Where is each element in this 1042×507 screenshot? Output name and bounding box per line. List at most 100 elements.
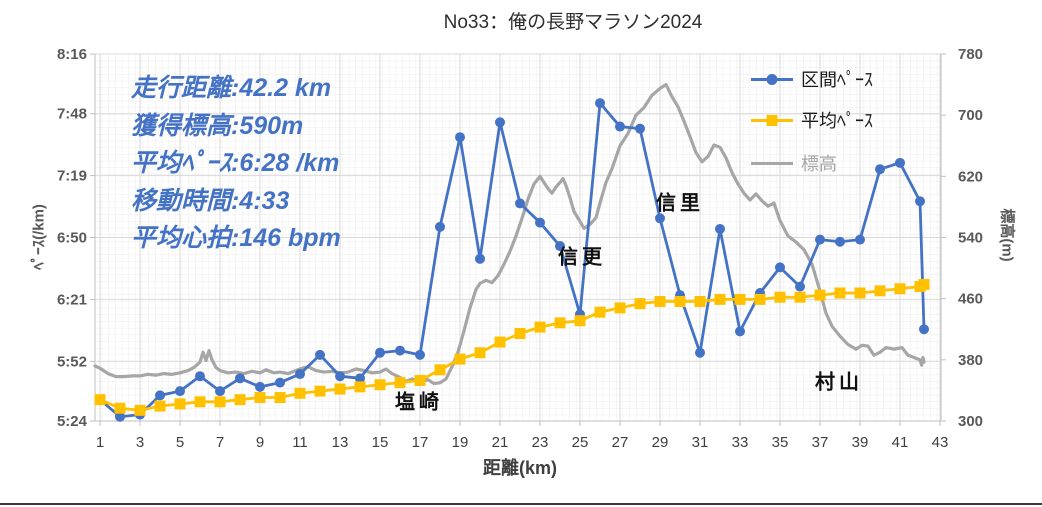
- marker-average-pace: [674, 296, 686, 308]
- marker-section-pace: [735, 326, 745, 337]
- marker-section-pace: [795, 281, 805, 292]
- y-right-tick-label: 300: [958, 413, 983, 430]
- marker-section-pace: [695, 347, 705, 358]
- y-right-tick-label: 780: [958, 46, 983, 63]
- marker-average-pace: [534, 321, 546, 333]
- marker-section-pace: [835, 236, 845, 247]
- marker-average-pace: [234, 394, 246, 406]
- x-tick-label: 5: [176, 434, 184, 451]
- marker-section-pace: [655, 213, 665, 224]
- x-tick-label: 21: [492, 434, 509, 451]
- legend-item-elevation: 標高: [751, 150, 837, 176]
- series-line-elevation: [93, 82, 926, 386]
- marker-average-pace: [474, 347, 486, 359]
- marker-section-pace: [595, 98, 605, 109]
- marker-section-pace: [215, 386, 225, 397]
- marker-section-pace: [919, 324, 929, 335]
- x-tick-label: 11: [292, 434, 308, 451]
- x-tick-label: 43: [932, 434, 949, 451]
- marker-section-pace: [115, 411, 125, 422]
- x-tick-label: 23: [532, 434, 549, 451]
- x-tick-label: 15: [372, 434, 389, 451]
- x-tick-label: 9: [256, 434, 264, 451]
- window-bottom-edge: [0, 503, 1042, 505]
- marker-average-pace: [514, 328, 526, 340]
- x-tick-label: 41: [892, 434, 909, 451]
- marker-section-pace: [195, 371, 205, 382]
- marker-section-pace: [915, 196, 925, 207]
- station-label: 信里: [656, 192, 704, 215]
- chart-title: No33：俺の長野マラソン2024: [443, 12, 703, 33]
- marker-average-pace: [494, 336, 506, 348]
- y-left-tick-label: 7:19: [57, 168, 87, 185]
- x-axis-title-distance: 距離(km): [482, 458, 558, 478]
- y-axis-title-pace: ﾍﾟｰｽ(/km): [30, 204, 48, 270]
- marker-section-pace: [435, 221, 445, 232]
- marker-average-pace: [294, 387, 306, 399]
- marker-average-pace: [874, 285, 886, 297]
- marker-average-pace: [374, 379, 386, 391]
- marker-average-pace: [814, 289, 826, 301]
- marker-average-pace: [574, 315, 586, 327]
- y-axis-title-elevation: 標高(m): [998, 208, 1016, 262]
- major-gridlines: [95, 53, 941, 422]
- x-tick-label: 19: [452, 434, 469, 451]
- marker-section-pace: [895, 157, 905, 168]
- station-label: 信更: [558, 246, 606, 269]
- marker-average-pace: [654, 296, 666, 308]
- marker-average-pace: [134, 404, 146, 416]
- marker-section-pace: [855, 234, 865, 245]
- y-left-tick-label: 5:52: [57, 353, 87, 370]
- marker-section-pace: [615, 121, 625, 132]
- stat-avg-hr: 平均心拍:146 bpm: [131, 224, 341, 253]
- marker-section-pace: [375, 347, 385, 358]
- x-tick-label: 3: [136, 434, 144, 451]
- x-tick-label: 1: [96, 434, 104, 451]
- legend-label-section-pace: 区間ﾍﾟｰｽ: [801, 70, 873, 90]
- x-tick-label: 33: [732, 434, 749, 451]
- marker-section-pace: [535, 217, 545, 228]
- marker-average-pace: [274, 392, 286, 404]
- y-left-tick-label: 6:21: [57, 291, 87, 308]
- marker-average-pace: [918, 278, 930, 290]
- x-tick-label: 37: [812, 434, 829, 451]
- y-left-tick-label: 6:50: [57, 230, 87, 247]
- y-right-tick-label: 620: [958, 168, 983, 185]
- marker-section-pace: [295, 369, 305, 380]
- marker-average-pace: [114, 402, 126, 414]
- marker-average-pace: [214, 396, 226, 408]
- marker-section-pace: [475, 253, 485, 264]
- marker-average-pace: [714, 293, 726, 305]
- stat-moving-time: 移動時間:4:33: [131, 186, 290, 215]
- legend-label-average-pace: 平均ﾍﾟｰｽ: [801, 111, 873, 131]
- marker-average-pace: [174, 398, 186, 410]
- y-left-tick-label: 8:16: [57, 46, 87, 63]
- y-left-tick-label: 5:24: [57, 413, 88, 430]
- marker-average-pace: [794, 291, 806, 303]
- marker-section-pace: [515, 198, 525, 209]
- run-summary-annotation: 走行距離:42.2 km 獲得標高:590m 平均ﾍﾟｰｽ:6:28 /km 移…: [131, 70, 341, 258]
- marker-average-pace: [734, 293, 746, 305]
- marker-section-pace: [335, 371, 345, 382]
- y-right-tick-label: 460: [958, 291, 983, 308]
- marker-section-pace: [495, 117, 505, 128]
- marker-average-pace: [414, 374, 426, 386]
- x-tick-label: 13: [332, 434, 349, 451]
- marker-section-pace: [255, 381, 265, 392]
- marker-average-pace: [94, 394, 106, 406]
- marker-section-pace: [775, 262, 785, 273]
- marker-section-pace: [275, 377, 285, 388]
- stat-avg-pace: 平均ﾍﾟｰｽ:6:28 /km: [131, 149, 340, 178]
- marker-average-pace: [694, 296, 706, 308]
- marker-section-pace: [455, 132, 465, 143]
- marker-average-pace: [394, 377, 406, 389]
- x-tick-label: 7: [216, 434, 224, 451]
- marker-average-pace: [614, 302, 626, 314]
- marker-section-pace: [415, 349, 425, 360]
- stat-distance: 走行距離:42.2 km: [131, 74, 332, 102]
- legend-label-elevation: 標高: [801, 154, 837, 174]
- marker-average-pace: [194, 396, 206, 408]
- stat-elev-gain: 獲得標高:590m: [131, 111, 304, 140]
